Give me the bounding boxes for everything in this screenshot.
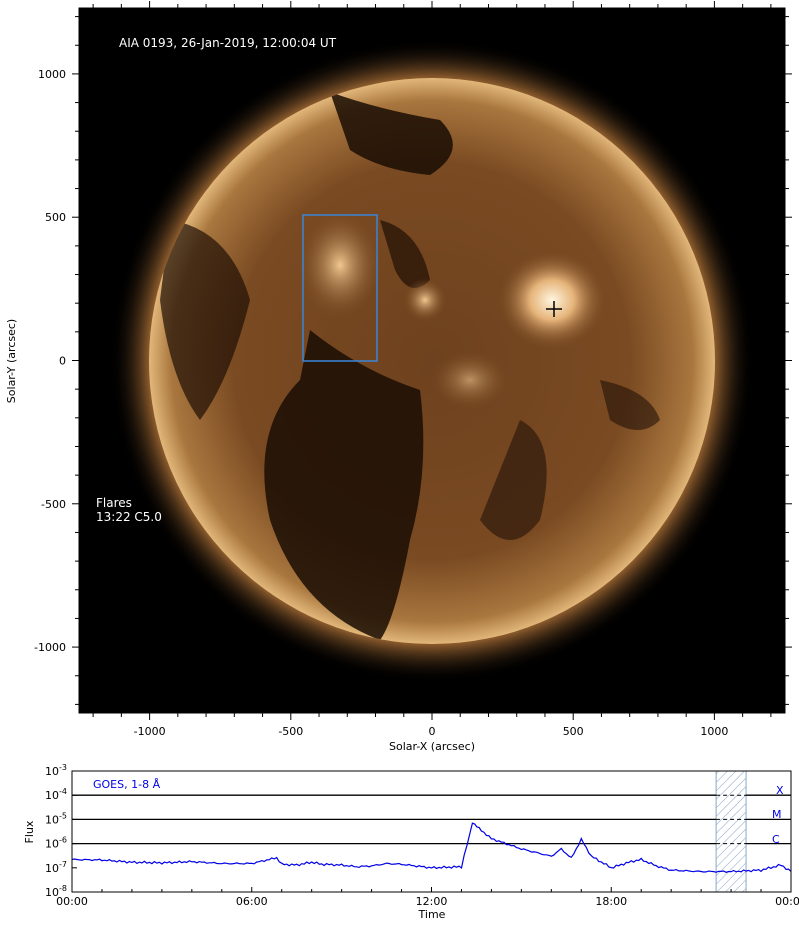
tick-base: 10 <box>45 813 59 826</box>
image-title: AIA 0193, 26-Jan-2019, 12:00:04 UT <box>119 36 337 50</box>
coronal-hole <box>330 92 453 175</box>
class-label-m: M <box>772 808 782 821</box>
tick-exponent: -7 <box>59 860 67 869</box>
tick-exponent: -4 <box>59 787 67 796</box>
tick-exponent: -3 <box>59 763 67 772</box>
shaded-interval <box>715 771 747 892</box>
goes-y-tick-label: 10-5 <box>45 811 67 826</box>
goes-x-tick-label: 12:00 <box>416 895 448 908</box>
region-of-interest-box <box>302 214 378 362</box>
flares-heading: Flares <box>96 496 132 510</box>
goes-x-ticks: 00:00 06:00 12:00 18:00 00:00 <box>56 887 799 908</box>
active-region <box>403 278 447 322</box>
x-tick-label: 0 <box>429 725 436 738</box>
tick-exponent: -8 <box>59 884 67 893</box>
y-tick-label: 500 <box>45 211 66 224</box>
tick-exponent: -6 <box>59 836 67 845</box>
x-tick-label: -500 <box>278 725 303 738</box>
goes-y-tick-label: 10-3 <box>45 763 67 778</box>
y-tick-label: -500 <box>41 498 66 511</box>
goes-x-tick-label: 00:00 <box>56 895 88 908</box>
x-axis-ticks: -1000 -500 0 500 1000 <box>92 1 772 738</box>
goes-y-tick-label: 10-8 <box>45 884 67 899</box>
class-label-c: C <box>772 833 780 846</box>
goes-plot-area <box>72 771 791 892</box>
x-tick-label: 500 <box>563 725 584 738</box>
tick-base: 10 <box>45 838 59 851</box>
flare-class-lines <box>72 794 791 845</box>
coronal-hole <box>160 220 250 420</box>
y-axis-label: Solar-Y (arcsec) <box>5 319 18 403</box>
solar-image-figure: -1000 -500 0 500 1000 1000 500 0 -500 -1000 AIA … <box>5 1 792 753</box>
goes-x-tick-label: 00:00 <box>775 895 799 908</box>
coronal-hole <box>480 420 547 540</box>
coronal-hole <box>264 330 424 640</box>
x-tick-label: -1000 <box>134 725 166 738</box>
y-tick-label: 1000 <box>38 68 66 81</box>
tick-exponent: -5 <box>59 811 67 820</box>
goes-y-ticks: 10-310-410-510-610-710-8 <box>45 763 77 899</box>
flare-entry: 13:22 C5.0 <box>96 510 162 524</box>
active-region <box>298 210 382 320</box>
flare-marker <box>546 301 562 317</box>
goes-x-tick-label: 06:00 <box>236 895 268 908</box>
sun-image <box>110 39 754 683</box>
goes-y-tick-label: 10-4 <box>45 787 67 802</box>
tick-base: 10 <box>45 765 59 778</box>
active-region <box>497 250 607 350</box>
goes-x-label: Time <box>418 908 446 921</box>
y-tick-label: -1000 <box>34 641 66 654</box>
coronal-hole <box>600 380 660 430</box>
coronal-hole <box>380 220 430 288</box>
y-tick-label: 0 <box>59 355 66 368</box>
active-region <box>430 350 510 410</box>
tick-base: 10 <box>45 789 59 802</box>
goes-y-tick-label: 10-7 <box>45 860 67 875</box>
goes-legend: GOES, 1-8 Å <box>93 778 161 791</box>
x-axis-label: Solar-X (arcsec) <box>389 740 475 753</box>
x-tick-label: 1000 <box>700 725 728 738</box>
goes-y-tick-label: 10-6 <box>45 836 67 851</box>
y-axis-ticks: 1000 500 0 -500 -1000 <box>34 16 792 705</box>
tick-base: 10 <box>45 886 59 899</box>
goes-x-tick-label: 18:00 <box>595 895 627 908</box>
class-label-x: X <box>776 784 784 797</box>
tick-base: 10 <box>45 862 59 875</box>
goes-flux-series <box>72 822 791 873</box>
goes-y-label: Flux <box>23 820 36 843</box>
